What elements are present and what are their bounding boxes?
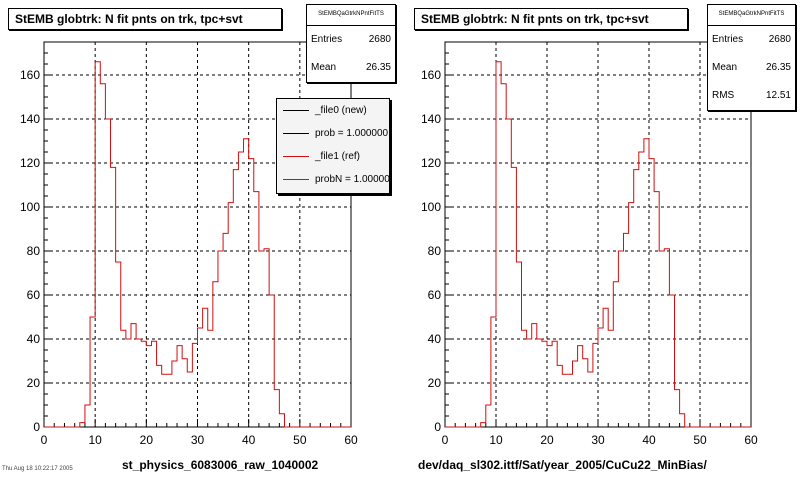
right-y-tick-label-40: 40 [428, 332, 442, 346]
left-y-tick-label-0: 0 [33, 420, 40, 434]
left-x-tick-label-10: 10 [88, 433, 102, 447]
left-x-axis-title: st_physics_6083006_raw_1040002 [122, 458, 319, 472]
left-mean-value: 26.35 [365, 62, 391, 73]
right-stats-entries: Entries 2680 [708, 26, 795, 54]
left-y-tick-label-60: 60 [27, 288, 41, 302]
right-entries-label: Entries [712, 34, 744, 45]
right-mean-label: Mean [712, 62, 738, 73]
right-y-tick-label-0: 0 [434, 420, 441, 434]
legend-label-file0: _file0 (new) [315, 105, 367, 116]
left-histogram-line [44, 61, 351, 428]
left-stats-name: StEMBQaGtrkNPntFitTS [307, 5, 395, 26]
right-x-tick-label-60: 60 [744, 433, 758, 447]
legend-line-prob [283, 133, 309, 134]
right-histogram: 0 10 20 30 40 50 60 0 20 40 60 80 100 120 140 160 [421, 41, 758, 447]
left-x-tick-label-30: 30 [191, 433, 205, 447]
left-entries-label: Entries [311, 34, 343, 45]
right-x-tick-label-20: 20 [540, 433, 554, 447]
left-x-tick-label-50: 50 [293, 433, 307, 447]
left-x-tick-label-0: 0 [41, 433, 48, 447]
legend-label-file1: _file1 (ref) [315, 151, 361, 162]
legend-label-probN: probN = 1.000000 [315, 174, 390, 185]
left-y-tick-label-140: 140 [20, 112, 40, 126]
left-mean-label: Mean [311, 62, 337, 73]
left-panel: 0 10 20 30 40 50 60 0 20 40 60 80 100 120 140 160 StEMB… [8, 4, 396, 472]
legend-line-file1 [283, 156, 309, 157]
right-stats-rms: RMS 12.51 [708, 82, 795, 110]
right-y-tick-label-100: 100 [421, 200, 441, 214]
right-x-tick-label-30: 30 [591, 433, 605, 447]
right-stats-mean: Mean 26.35 [708, 54, 795, 82]
legend-line-file0 [283, 110, 309, 111]
left-y-tick-label-40: 40 [27, 332, 41, 346]
legend-entry-prob: prob = 1.000000 [277, 122, 389, 145]
right-x-tick-label-40: 40 [642, 433, 656, 447]
timestamp-footnote: Thu Aug 18 10:22:17 2005 [2, 466, 73, 472]
right-stats-name: StEMBQaGtrkNPntFitTS [708, 5, 795, 26]
left-chart-title: StEMB globtrk: N fit pnts on trk, tpc+sv… [8, 8, 282, 30]
right-panel: 0 10 20 30 40 50 60 0 20 40 60 80 100 120 140 160 StEMB… [400, 0, 800, 480]
right-rms-value: 12.51 [765, 90, 791, 101]
right-x-tick-label-10: 10 [489, 433, 503, 447]
left-legend: _file0 (new) prob = 1.000000 _file1 (ref… [276, 98, 390, 194]
left-entries-value: 2680 [368, 34, 391, 45]
right-histogram-line [445, 61, 751, 428]
left-x-tick-label-20: 20 [140, 433, 154, 447]
legend-entry-probN: probN = 1.000000 [277, 168, 389, 191]
left-x-tick-label-60: 60 [344, 433, 358, 447]
left-y-tick-label-120: 120 [20, 156, 40, 170]
right-x-tick-label-0: 0 [442, 433, 449, 447]
left-stats-entries: Entries 2680 [307, 26, 395, 54]
legend-entry-file0: _file0 (new) [277, 99, 389, 122]
legend-entry-file1: _file1 (ref) [277, 145, 389, 168]
right-rms-label: RMS [712, 90, 735, 101]
left-histogram: 0 10 20 30 40 50 60 0 20 40 60 80 100 120 140 160 [20, 41, 358, 447]
right-y-tick-label-140: 140 [421, 112, 441, 126]
legend-label-prob: prob = 1.000000 [315, 128, 389, 139]
right-x-tick-label-50: 50 [693, 433, 707, 447]
right-stats-box: StEMBQaGtrkNPntFitTS Entries 2680 Mean 2… [707, 4, 796, 111]
legend-line-probN [283, 179, 309, 180]
right-x-axis-title: dev/daq_sl302.ittf/Sat/year_2005/CuCu22_… [418, 458, 707, 472]
left-y-tick-label-20: 20 [27, 376, 41, 390]
right-y-tick-label-60: 60 [428, 288, 442, 302]
left-stats-mean: Mean 26.35 [307, 54, 395, 82]
left-y-tick-label-100: 100 [20, 200, 40, 214]
right-y-tick-label-20: 20 [428, 376, 442, 390]
right-entries-value: 2680 [768, 34, 791, 45]
left-x-tick-label-40: 40 [242, 433, 256, 447]
right-mean-value: 26.35 [765, 62, 791, 73]
right-y-tick-label-160: 160 [421, 68, 441, 82]
right-y-tick-label-80: 80 [428, 244, 442, 258]
left-stats-box: StEMBQaGtrkNPntFitTS Entries 2680 Mean 2… [306, 4, 396, 83]
right-y-tick-label-120: 120 [421, 156, 441, 170]
right-chart-title: StEMB globtrk: N fit pnts on trk, tpc+sv… [414, 8, 688, 30]
left-y-tick-label-80: 80 [27, 244, 41, 258]
left-y-tick-label-160: 160 [20, 68, 40, 82]
